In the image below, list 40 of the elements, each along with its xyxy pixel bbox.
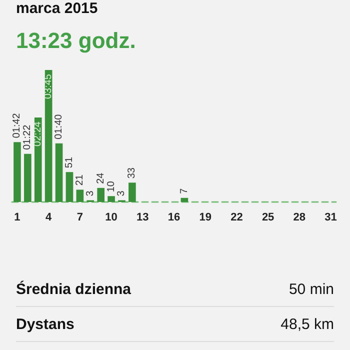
- bar: [14, 142, 21, 202]
- data-label: 01:40: [54, 114, 65, 140]
- bar: [34, 118, 42, 202]
- data-label: 01:42: [12, 112, 23, 138]
- data-label: 24: [95, 172, 106, 184]
- data-label: 10: [106, 180, 117, 192]
- x-tick-label: 16: [168, 212, 180, 224]
- bar: [55, 143, 63, 202]
- data-label: 33: [126, 167, 138, 179]
- bar: [76, 190, 84, 202]
- text: Średnia dzienna: [16, 280, 132, 298]
- x-tick-label: 25: [262, 212, 274, 224]
- bar: [24, 154, 32, 202]
- x-tick-label: 13: [136, 212, 149, 224]
- data-label: 21: [74, 174, 86, 186]
- data-label: 02:24: [32, 121, 44, 147]
- chart-subtitle: 13:23 godz.: [16, 28, 136, 54]
- text: 50 min: [288, 280, 334, 298]
- x-tick-label: 31: [324, 212, 337, 224]
- data-label: 7: [178, 188, 190, 194]
- x-tick-label: 7: [76, 212, 83, 224]
- bar: [108, 196, 115, 202]
- data-label: 03:45: [43, 74, 54, 100]
- bar: [180, 198, 188, 202]
- data-label: 01:22: [22, 124, 34, 150]
- bar: [128, 182, 136, 202]
- data-label: 51: [64, 156, 75, 168]
- text: 48,5 km: [280, 316, 334, 332]
- data-label: 3: [84, 190, 96, 196]
- x-tick-label: 28: [293, 212, 306, 224]
- x-tick-label: 4: [46, 212, 53, 224]
- x-tick-label: 22: [230, 212, 243, 224]
- x-tick-label: 19: [199, 212, 212, 224]
- text: Dystans: [16, 316, 74, 332]
- data-label: 3: [116, 190, 128, 196]
- chart-title: marca 2015: [16, 0, 98, 17]
- bar: [66, 172, 74, 202]
- bar: [97, 188, 104, 202]
- x-tick-label: 1: [14, 212, 20, 224]
- x-tick-label: 10: [105, 212, 118, 224]
